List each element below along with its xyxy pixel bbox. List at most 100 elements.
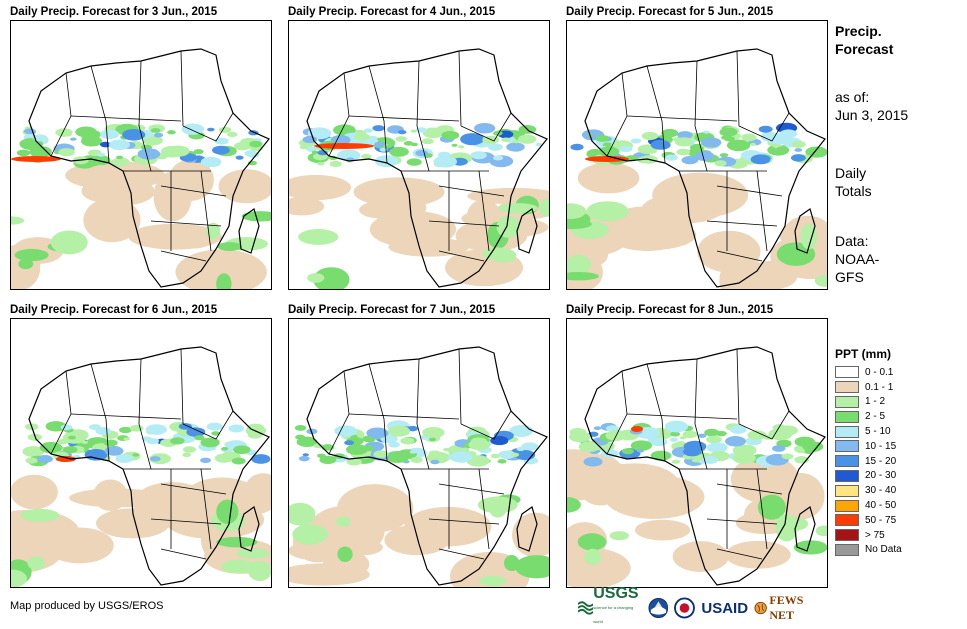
asof-label: as of: xyxy=(835,89,870,105)
ocean-rain-area xyxy=(50,230,88,255)
legend-item: 30 - 40 xyxy=(835,483,960,498)
country-border xyxy=(70,115,182,122)
africa-coastline xyxy=(584,346,826,586)
rain-cell xyxy=(246,151,260,158)
rain-cell xyxy=(123,437,130,441)
ocean-rain-area xyxy=(20,508,60,522)
country-border xyxy=(756,468,768,550)
rain-cell xyxy=(319,455,337,465)
panel-title: Daily Precip. Forecast for 8 Jun., 2015 xyxy=(566,304,774,316)
rain-cell xyxy=(578,441,601,453)
rain-cell xyxy=(45,421,67,432)
ocean-rain-area xyxy=(479,575,507,586)
country-border xyxy=(348,413,460,420)
rain-cell xyxy=(719,127,738,137)
country-border xyxy=(738,112,790,142)
rain-cell xyxy=(313,443,324,449)
ocean-rain-area xyxy=(567,271,599,281)
country-border xyxy=(180,50,184,127)
panel-title: Daily Precip. Forecast for 5 Jun., 2015 xyxy=(566,6,774,18)
rain-cell xyxy=(682,430,698,439)
rain-cell xyxy=(470,151,487,160)
rain-cell xyxy=(233,445,251,455)
rain-cell xyxy=(805,146,827,158)
legend-item: 50 - 75 xyxy=(835,513,960,528)
country-border xyxy=(160,483,227,495)
africa-map-svg xyxy=(289,346,549,587)
data-source-line2: NOAA- xyxy=(835,251,880,267)
rain-cell xyxy=(81,134,97,143)
heavy-rain-cell xyxy=(631,426,643,432)
rain-cell xyxy=(218,126,232,134)
rain-cell xyxy=(468,439,491,451)
rain-cell xyxy=(33,134,48,142)
rain-cell xyxy=(650,437,668,447)
rain-cell xyxy=(758,125,773,133)
country-border xyxy=(478,170,490,252)
rain-cell xyxy=(410,456,423,464)
data-source-line3: GFS xyxy=(835,269,864,285)
panel-title: Daily Precip. Forecast for 4 Jun., 2015 xyxy=(288,6,496,18)
rain-cell xyxy=(441,130,460,140)
legend-label: 2 - 5 xyxy=(865,411,886,423)
rain-cell xyxy=(732,452,756,464)
rain-cell xyxy=(334,425,358,437)
country-border xyxy=(182,112,234,142)
forecast-panel-jun6: Daily Precip. Forecast for 6 Jun., 2015 xyxy=(10,302,272,588)
rain-cell xyxy=(706,435,722,444)
ocean-rain-area xyxy=(488,496,508,518)
usaid-seal-icon xyxy=(674,597,696,619)
madagascar-outline xyxy=(238,506,260,552)
partner-logos: USGS science for a changing world USAID … xyxy=(578,586,828,624)
light-rain-area xyxy=(289,197,325,216)
rain-cell xyxy=(714,160,727,167)
rain-cell xyxy=(450,451,473,463)
rain-cell xyxy=(670,431,681,437)
country-border xyxy=(626,413,738,420)
forecast-info: Precip. Forecast as of: Jun 3, 2015 Dail… xyxy=(835,22,960,286)
light-rain-area xyxy=(384,524,450,556)
rain-cell xyxy=(96,152,106,157)
rain-cell xyxy=(186,427,206,437)
rain-cell xyxy=(119,426,132,434)
rain-cell xyxy=(182,452,192,458)
light-rain-area xyxy=(11,509,80,555)
rain-cell xyxy=(729,425,747,434)
rain-cell xyxy=(521,442,539,451)
rain-cell xyxy=(694,151,715,161)
usgs-logo: USGS science for a changing world xyxy=(578,585,642,629)
country-border xyxy=(694,358,698,425)
country-border xyxy=(70,413,182,420)
rain-cell xyxy=(317,161,325,166)
panel-title: Daily Precip. Forecast for 6 Jun., 2015 xyxy=(10,304,218,316)
rain-cell xyxy=(298,455,310,462)
rain-cell xyxy=(750,142,757,146)
rain-cell xyxy=(422,127,445,139)
rain-cell xyxy=(701,137,722,148)
rain-cell xyxy=(389,146,409,157)
ocean-rain-area xyxy=(337,546,353,563)
rain-cell xyxy=(397,129,407,135)
rain-cell xyxy=(311,150,319,154)
forecast-panel-jun7: Daily Precip. Forecast for 7 Jun., 2015 xyxy=(288,302,550,588)
heavy-rain-cell xyxy=(11,156,61,162)
ocean-rain-area xyxy=(221,559,256,574)
ocean-rain-area xyxy=(800,223,818,250)
rain-cell xyxy=(593,426,602,431)
legend-swatch xyxy=(835,381,859,394)
forecast-map xyxy=(566,20,828,290)
country-border xyxy=(416,60,420,127)
legend-label: 40 - 50 xyxy=(865,500,897,512)
heavy-rain-cell xyxy=(585,156,629,162)
rain-cell xyxy=(374,141,386,148)
ocean-rain-area xyxy=(14,248,49,262)
light-rain-area xyxy=(604,475,705,519)
usgs-logo-text: USGS xyxy=(593,585,639,602)
legend-item: 10 - 15 xyxy=(835,439,960,454)
legend-item: No Data xyxy=(835,543,960,558)
rain-cell xyxy=(490,453,500,459)
legend-item: 0 - 0.1 xyxy=(835,365,960,380)
country-border xyxy=(646,363,666,462)
legend-swatch xyxy=(835,543,859,556)
country-border xyxy=(646,65,666,164)
